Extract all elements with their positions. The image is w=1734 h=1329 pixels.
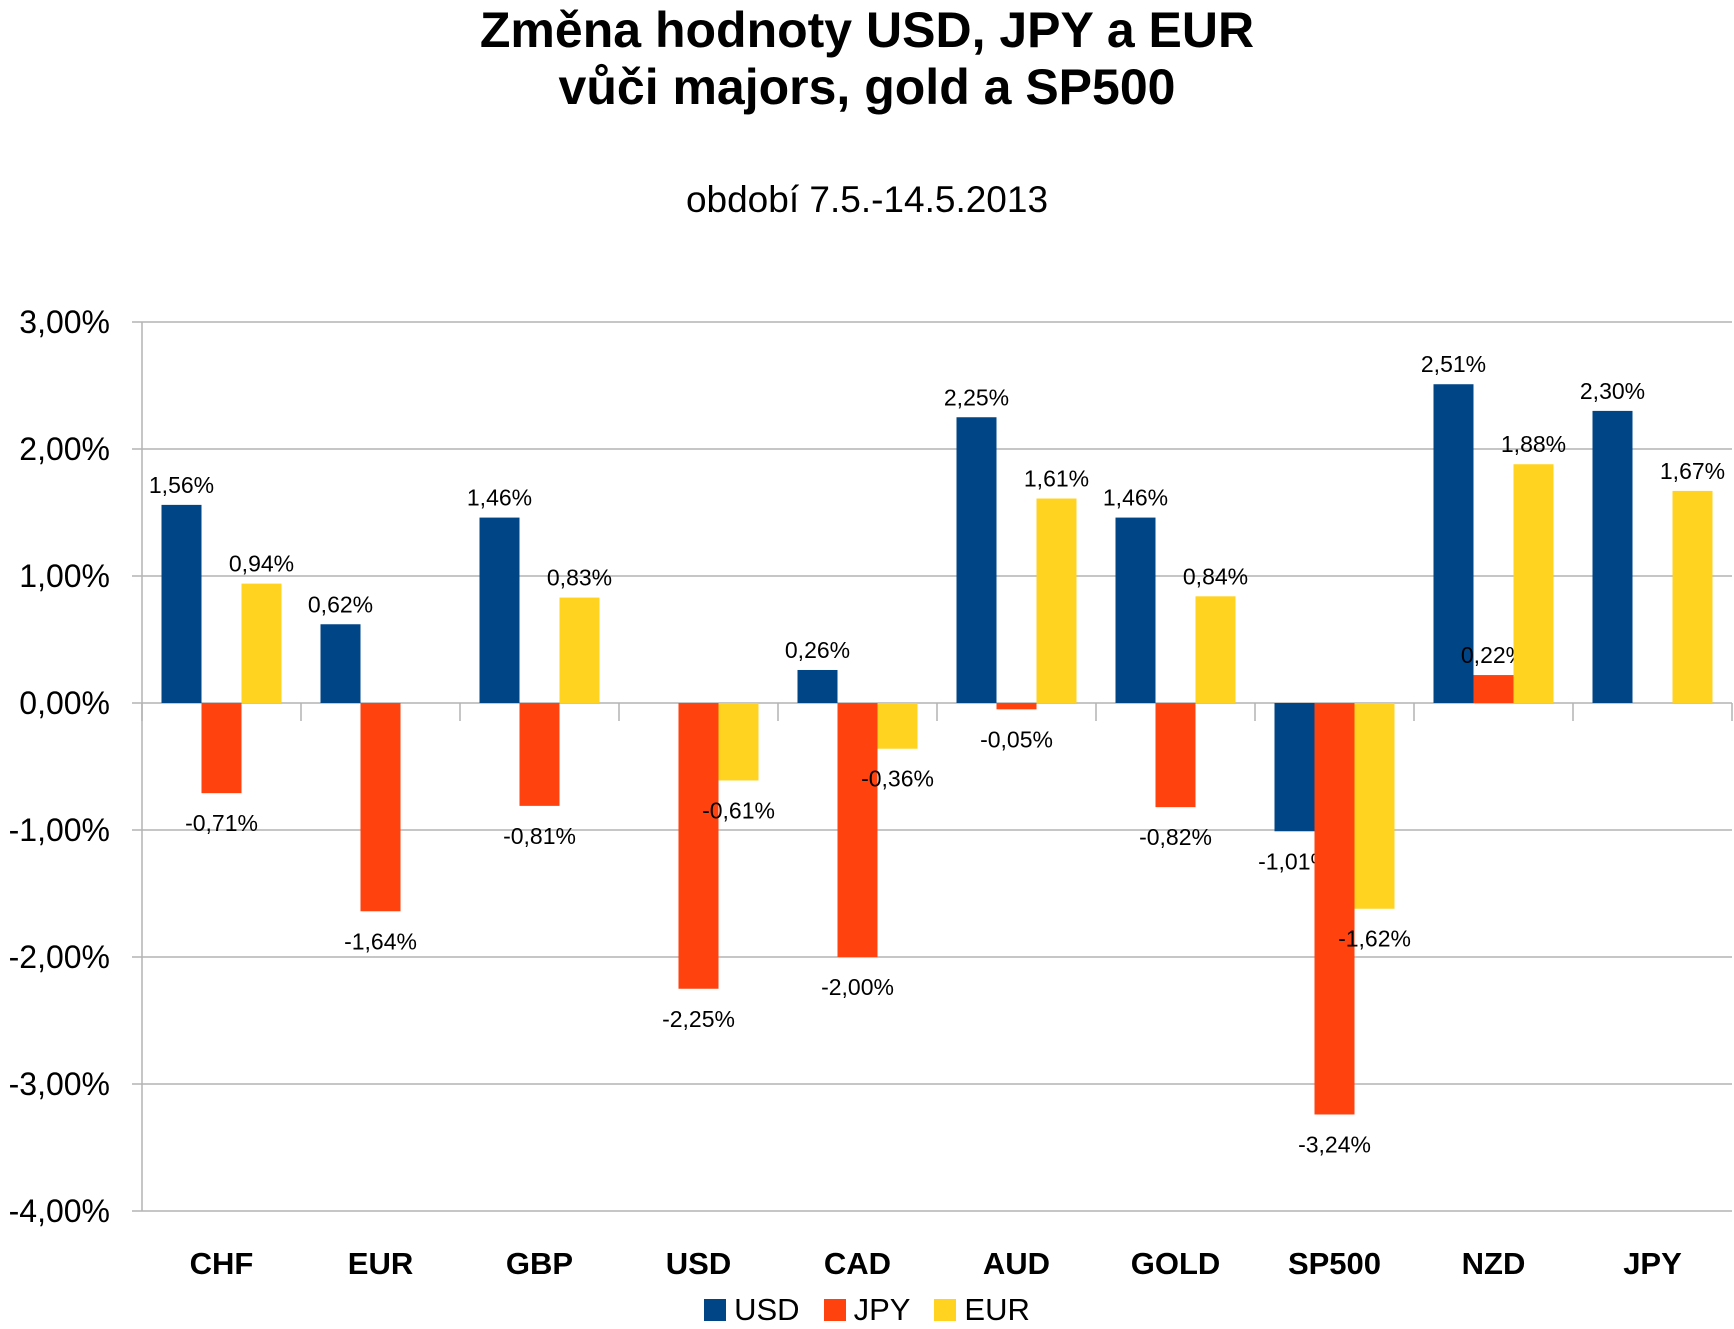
data-label-eur: 1,67%: [1660, 458, 1725, 484]
data-label-eur: 1,88%: [1501, 431, 1566, 457]
bar-eur: [1036, 498, 1077, 703]
chart-title-line1: Změna hodnoty USD, JPY a EUR: [479, 2, 1255, 58]
x-tick-label: JPY: [1623, 1246, 1682, 1281]
bar-usd: [479, 517, 520, 703]
data-label-usd: 2,51%: [1421, 351, 1486, 377]
data-label-eur: 0,94%: [229, 551, 294, 577]
data-label-jpy: -2,00%: [821, 974, 894, 1000]
data-label-usd: 2,25%: [944, 384, 1009, 410]
data-label-usd: 0,26%: [785, 637, 850, 663]
bar-jpy: [360, 703, 401, 912]
bar-eur: [718, 703, 759, 781]
legend-swatch-eur: [934, 1299, 957, 1321]
chart-subtitle: období 7.5.-14.5.2013: [685, 179, 1049, 220]
bar-usd: [1115, 517, 1156, 703]
bar-jpy: [996, 703, 1037, 710]
legend-swatch-jpy: [823, 1299, 846, 1321]
chart-legend: USD JPY EUR: [0, 1292, 1734, 1328]
bar-eur: [1354, 703, 1395, 909]
x-tick-label: EUR: [348, 1246, 413, 1281]
legend-swatch-usd: [704, 1299, 727, 1321]
bar-eur: [1195, 596, 1236, 703]
x-tick-label: AUD: [983, 1246, 1050, 1281]
bar-jpy: [1314, 703, 1355, 1115]
data-label-jpy: -0,71%: [185, 810, 258, 836]
y-tick-label: 3,00%: [19, 304, 110, 340]
x-tick-label: USD: [666, 1246, 731, 1281]
data-label-usd: 1,46%: [1103, 485, 1168, 511]
data-label-usd: 2,30%: [1580, 378, 1645, 404]
y-tick-label: 2,00%: [19, 431, 110, 467]
chart-title-line2: vůči majors, gold a SP500: [558, 59, 1176, 115]
data-label-jpy: -0,82%: [1139, 824, 1212, 850]
data-label-usd: 0,62%: [308, 591, 373, 617]
data-label-eur: -1,62%: [1338, 926, 1411, 952]
data-label-jpy: -3,24%: [1298, 1131, 1371, 1157]
y-tick-label: 1,00%: [19, 558, 110, 594]
legend-label-eur: EUR: [964, 1292, 1030, 1327]
bar-jpy: [678, 703, 719, 989]
bar-usd: [1274, 703, 1315, 832]
data-label-eur: -0,36%: [861, 766, 934, 792]
legend-item-eur: EUR: [934, 1292, 1030, 1328]
y-tick-label: -1,00%: [9, 812, 110, 848]
bar-eur: [241, 583, 282, 703]
data-label-jpy: -1,64%: [344, 928, 417, 954]
y-tick-label: -4,00%: [9, 1193, 110, 1229]
bar-eur: [1513, 464, 1554, 703]
legend-label-jpy: JPY: [853, 1292, 911, 1327]
data-label-jpy: -0,81%: [503, 823, 576, 849]
bar-jpy: [201, 703, 242, 794]
legend-label-usd: USD: [734, 1292, 800, 1327]
bar-jpy: [837, 703, 878, 957]
data-label-jpy: -0,05%: [980, 726, 1053, 752]
data-label-jpy: -2,25%: [662, 1006, 735, 1032]
bar-jpy: [519, 703, 560, 806]
y-tick-label: -2,00%: [9, 939, 110, 975]
x-tick-label: SP500: [1288, 1246, 1381, 1281]
legend-item-usd: USD: [704, 1292, 800, 1328]
x-tick-label: NZD: [1462, 1246, 1526, 1281]
x-tick-label: GOLD: [1131, 1246, 1221, 1281]
data-label-usd: 1,46%: [467, 485, 532, 511]
bar-usd: [956, 417, 997, 703]
data-label-eur: 0,84%: [1183, 563, 1248, 589]
y-tick-label: -3,00%: [9, 1066, 110, 1102]
bar-usd: [1592, 410, 1633, 703]
x-tick-label: CHF: [190, 1246, 254, 1281]
x-tick-label: CAD: [824, 1246, 891, 1281]
y-tick-label: 0,00%: [19, 685, 110, 721]
bar-jpy: [1155, 703, 1196, 808]
x-tick-label: GBP: [506, 1246, 573, 1281]
bar-eur: [559, 597, 600, 703]
data-label-eur: 1,61%: [1024, 466, 1089, 492]
bar-usd: [161, 504, 202, 703]
bar-usd: [1433, 384, 1474, 703]
data-label-eur: 0,83%: [547, 565, 612, 591]
bar-jpy: [1473, 675, 1514, 703]
bar-eur: [1672, 490, 1713, 703]
bar-usd: [797, 669, 838, 703]
data-label-eur: -0,61%: [702, 797, 775, 823]
legend-item-jpy: JPY: [823, 1292, 911, 1328]
bar-usd: [320, 624, 361, 703]
bar-eur: [877, 703, 918, 749]
data-label-usd: 1,56%: [149, 472, 214, 498]
